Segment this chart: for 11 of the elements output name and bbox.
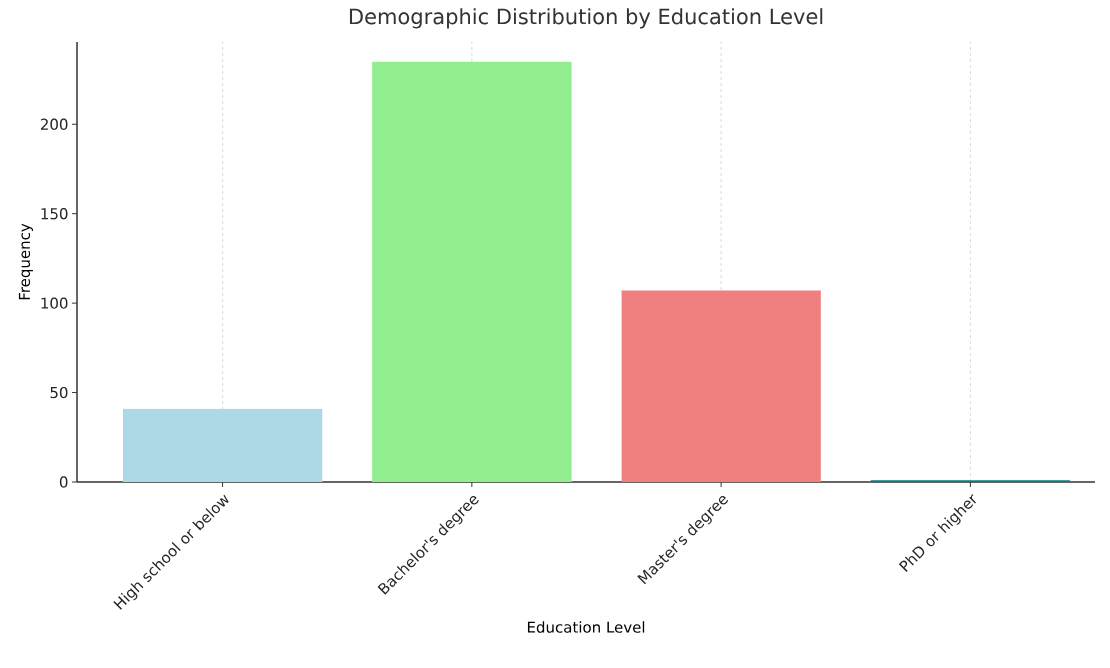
y-tick-label: 150 xyxy=(41,208,68,220)
y-axis-title: Frequency xyxy=(18,223,33,300)
x-axis-title: Education Level xyxy=(527,621,645,633)
y-tick-label: 0 xyxy=(59,476,68,488)
y-tick-label: 50 xyxy=(50,386,68,399)
y-tick-label: 100 xyxy=(41,297,68,309)
bar xyxy=(372,61,572,482)
bar xyxy=(122,408,323,482)
y-tick-label: 200 xyxy=(40,118,68,130)
chart-title: Demographic Distribution by Education Level xyxy=(349,8,823,29)
bar xyxy=(621,290,821,482)
